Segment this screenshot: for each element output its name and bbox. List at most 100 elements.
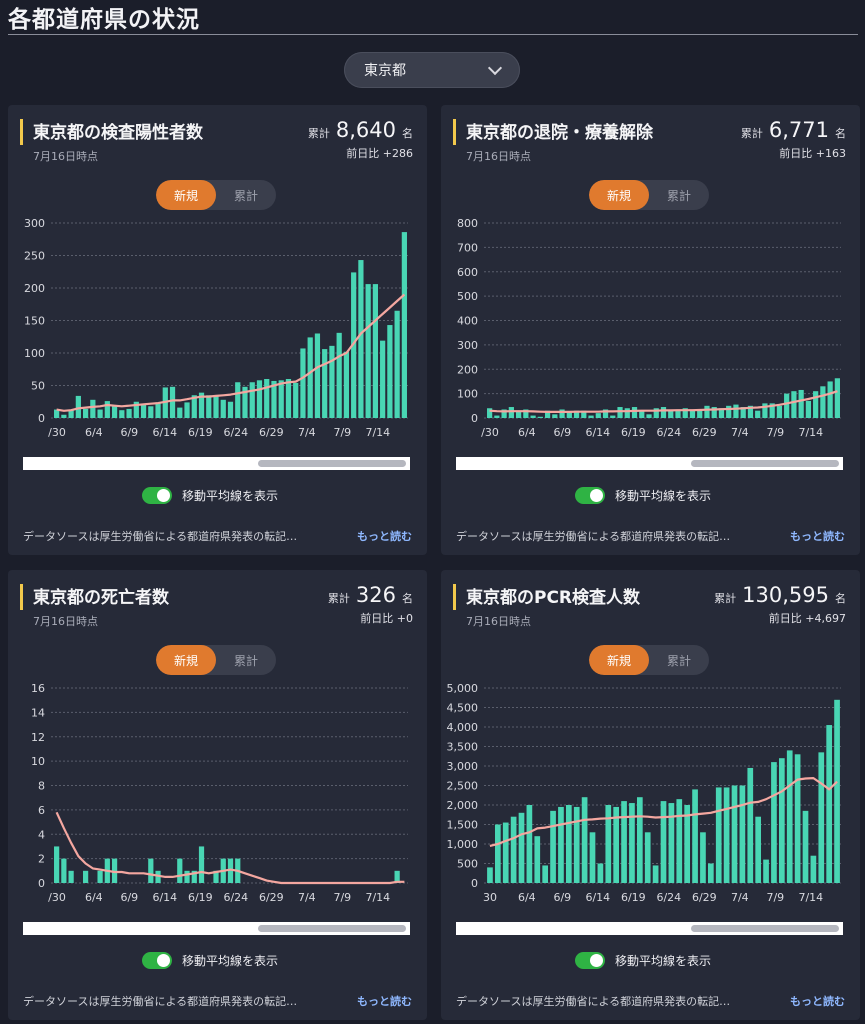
bar	[834, 699, 840, 883]
toggle-new-button[interactable]: 新規	[156, 180, 216, 210]
read-more-link[interactable]: もっと読む	[357, 530, 412, 543]
bar	[805, 400, 812, 418]
bar	[537, 416, 543, 418]
x-tick-label: 6/24	[656, 426, 681, 439]
y-tick-label: 8	[38, 780, 45, 793]
card-total: 累計 6,771 名	[741, 118, 846, 142]
bar	[581, 797, 588, 883]
bar	[111, 405, 118, 418]
switch-knob	[157, 954, 170, 967]
bar	[97, 870, 103, 883]
bar	[380, 340, 386, 418]
total-value: 6,771	[768, 118, 829, 142]
read-more-link[interactable]: もっと読む	[790, 530, 845, 543]
moving-average-label: 移動平均線を表示	[615, 954, 712, 968]
moving-average-line	[56, 293, 406, 412]
moving-average-toggle[interactable]: 移動平均線を表示	[575, 487, 711, 504]
bar	[726, 405, 732, 418]
y-tick-label: 0	[38, 412, 45, 425]
bar	[776, 405, 783, 418]
chart-scrollbar[interactable]	[456, 457, 843, 470]
card-accent-bar	[453, 584, 456, 610]
moving-average-switch[interactable]	[575, 952, 605, 969]
chevron-down-icon	[487, 60, 503, 75]
scrollbar-thumb[interactable]	[691, 460, 839, 467]
new-cumulative-toggle: 新規 累計	[156, 180, 276, 210]
chart-scrollbar[interactable]	[456, 922, 843, 935]
y-tick-label: 1,500	[447, 819, 479, 832]
toggle-cumulative-button[interactable]: 累計	[233, 653, 258, 668]
bar	[707, 863, 714, 883]
x-tick-label: 6/4	[518, 426, 536, 439]
scrollbar-thumb[interactable]	[258, 460, 406, 467]
toggle-new-button[interactable]: 新規	[589, 645, 649, 675]
read-more-link[interactable]: もっと読む	[790, 995, 845, 1008]
moving-average-switch[interactable]	[142, 952, 172, 969]
x-tick-label: 6/24	[223, 891, 248, 904]
moving-average-switch[interactable]	[142, 487, 172, 504]
bar	[191, 870, 197, 883]
y-tick-label: 4,000	[447, 721, 479, 734]
bar	[762, 403, 768, 418]
pcr-tests-card: 東京都のPCR検査人数 7月16日時点 累計 130,595 名 前日比 +4,…	[441, 570, 860, 1020]
bar	[740, 407, 746, 418]
moving-average-line	[489, 777, 838, 847]
bar-chart: 0 50 100 150 200 250 300/30 6/4 6/9 6/14 6/19 6/24 6…	[24, 217, 408, 439]
x-tick-label: 7/9	[333, 426, 351, 439]
bar	[747, 767, 754, 883]
bar	[689, 410, 696, 418]
moving-average-toggle[interactable]: 移動平均線を表示	[142, 952, 278, 969]
y-tick-label: 2,500	[447, 780, 479, 793]
bar	[169, 386, 176, 418]
bar	[542, 865, 549, 883]
y-tick-label: 250	[24, 250, 45, 263]
bar	[394, 310, 400, 418]
scrollbar-thumb[interactable]	[691, 925, 839, 932]
bar	[731, 785, 738, 883]
scrollbar-thumb[interactable]	[258, 925, 406, 932]
bar	[794, 754, 801, 883]
toggle-cumulative-button[interactable]: 累計	[666, 653, 691, 668]
bar	[494, 824, 501, 883]
total-label: 累計	[307, 127, 330, 140]
bar	[588, 415, 594, 418]
toggle-cumulative-button[interactable]: 累計	[666, 188, 691, 203]
card-total: 累計 130,595 名	[714, 583, 846, 607]
bar	[227, 401, 234, 418]
bar	[573, 410, 580, 418]
moving-average-switch[interactable]	[575, 487, 605, 504]
bar	[704, 405, 710, 418]
y-tick-label: 150	[24, 315, 45, 328]
toggle-cumulative-button[interactable]: 累計	[233, 188, 258, 203]
moving-average-toggle[interactable]: 移動平均線を表示	[142, 487, 278, 504]
bar	[646, 414, 652, 418]
x-tick-label: 6/29	[692, 891, 717, 904]
bar	[148, 406, 154, 418]
bar	[763, 859, 769, 883]
bar	[802, 810, 809, 883]
data-source-note: データソースは厚生労働省による都道府県発表の転記…	[456, 995, 731, 1008]
toggle-new-button[interactable]: 新規	[589, 180, 649, 210]
bar	[769, 403, 775, 418]
bar	[558, 806, 564, 883]
read-more-link[interactable]: もっと読む	[357, 995, 412, 1008]
chart-scrollbar[interactable]	[23, 457, 410, 470]
prefecture-select[interactable]: 東京都	[344, 52, 520, 88]
y-tick-label: 300	[24, 217, 45, 230]
moving-average-line	[489, 390, 838, 413]
discharged-card: 東京都の退院・療養解除 7月16日時点 累計 6,771 名 前日比 +163 …	[441, 105, 860, 555]
moving-average-toggle[interactable]: 移動平均線を表示	[575, 952, 711, 969]
chart-scrollbar[interactable]	[23, 922, 410, 935]
x-tick-label: 6/24	[223, 426, 248, 439]
switch-knob	[590, 954, 603, 967]
x-tick-label: 7/14	[365, 426, 390, 439]
bar	[813, 391, 819, 418]
bar	[610, 415, 616, 418]
bar	[220, 399, 226, 418]
toggle-new-button[interactable]: 新規	[156, 645, 216, 675]
x-tick-label: 6/4	[518, 891, 536, 904]
y-tick-label: 4	[38, 828, 45, 841]
bar	[126, 408, 132, 418]
bar	[82, 870, 89, 883]
day-over-day-diff: 前日比 +0	[360, 612, 413, 625]
